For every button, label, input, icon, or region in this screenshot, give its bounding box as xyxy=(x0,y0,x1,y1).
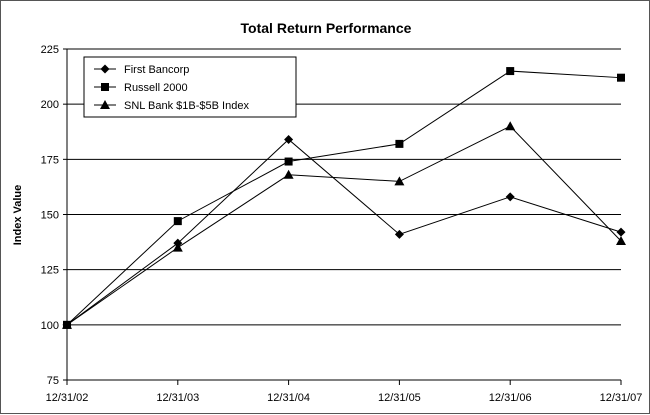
legend-marker-1 xyxy=(101,83,109,91)
series-line-1 xyxy=(66,70,622,326)
y-tick-label-200: 200 xyxy=(41,99,59,111)
data-point-1-1 xyxy=(173,217,182,226)
y-tick-label-150: 150 xyxy=(41,210,59,222)
x-tick-label-0: 12/31/02 xyxy=(46,392,89,404)
legend-label-2: SNL Bank $1B-$5B Index xyxy=(124,100,249,112)
data-point-2-4 xyxy=(505,121,516,131)
data-point-0-3 xyxy=(394,229,404,239)
x-tick-label-5: 12/31/07 xyxy=(600,392,643,404)
y-tick-label-75: 75 xyxy=(47,375,59,387)
x-tick-label-2: 12/31/04 xyxy=(267,392,310,404)
legend-entry-1: Russell 2000 xyxy=(94,82,188,94)
legend-entry-2: SNL Bank $1B-$5B Index xyxy=(94,100,249,112)
data-point-2-1 xyxy=(172,242,183,252)
data-point-1-4 xyxy=(506,67,515,76)
data-point-2-2 xyxy=(283,169,294,179)
data-point-0-5 xyxy=(616,227,626,237)
data-point-2-0 xyxy=(62,319,72,329)
y-tick-label-175: 175 xyxy=(41,154,59,166)
y-tick-labels: 75 100 125 150 175 200 225 xyxy=(41,44,59,387)
series-group xyxy=(62,67,626,330)
legend-marker-0 xyxy=(100,64,110,74)
y-tick-label-100: 100 xyxy=(41,320,59,332)
data-point-1-2 xyxy=(284,157,293,166)
legend-entry-0: First Bancorp xyxy=(94,64,189,76)
data-point-0-4 xyxy=(505,192,515,202)
data-point-1-3 xyxy=(395,139,404,148)
data-point-0-2 xyxy=(284,134,294,144)
x-tick-label-4: 12/31/06 xyxy=(489,392,532,404)
chart-title: Total Return Performance xyxy=(241,20,412,36)
y-tick-label-225: 225 xyxy=(41,44,59,56)
series-2 xyxy=(62,121,626,329)
series-line-0 xyxy=(66,138,622,326)
x-tick-labels: 12/31/02 12/31/03 12/31/04 12/31/05 12/31/06… xyxy=(46,392,643,404)
legend-box xyxy=(83,56,297,118)
data-point-2-3 xyxy=(394,176,405,186)
data-point-2-5 xyxy=(616,235,626,245)
series-line-2 xyxy=(66,125,622,326)
y-tick-label-125: 125 xyxy=(41,265,59,277)
data-point-1-5 xyxy=(617,73,625,82)
legend: First Bancorp Russell 2000 SNL Bank $1B-$5… xyxy=(83,56,297,118)
legend-label-1: Russell 2000 xyxy=(124,82,188,94)
series-0 xyxy=(62,134,626,330)
legend-marker-2 xyxy=(100,100,110,109)
x-tick-label-3: 12/31/05 xyxy=(378,392,421,404)
legend-label-0: First Bancorp xyxy=(124,64,189,76)
y-axis-label: Index Value xyxy=(12,185,24,246)
x-tick-label-1: 12/31/03 xyxy=(156,392,199,404)
